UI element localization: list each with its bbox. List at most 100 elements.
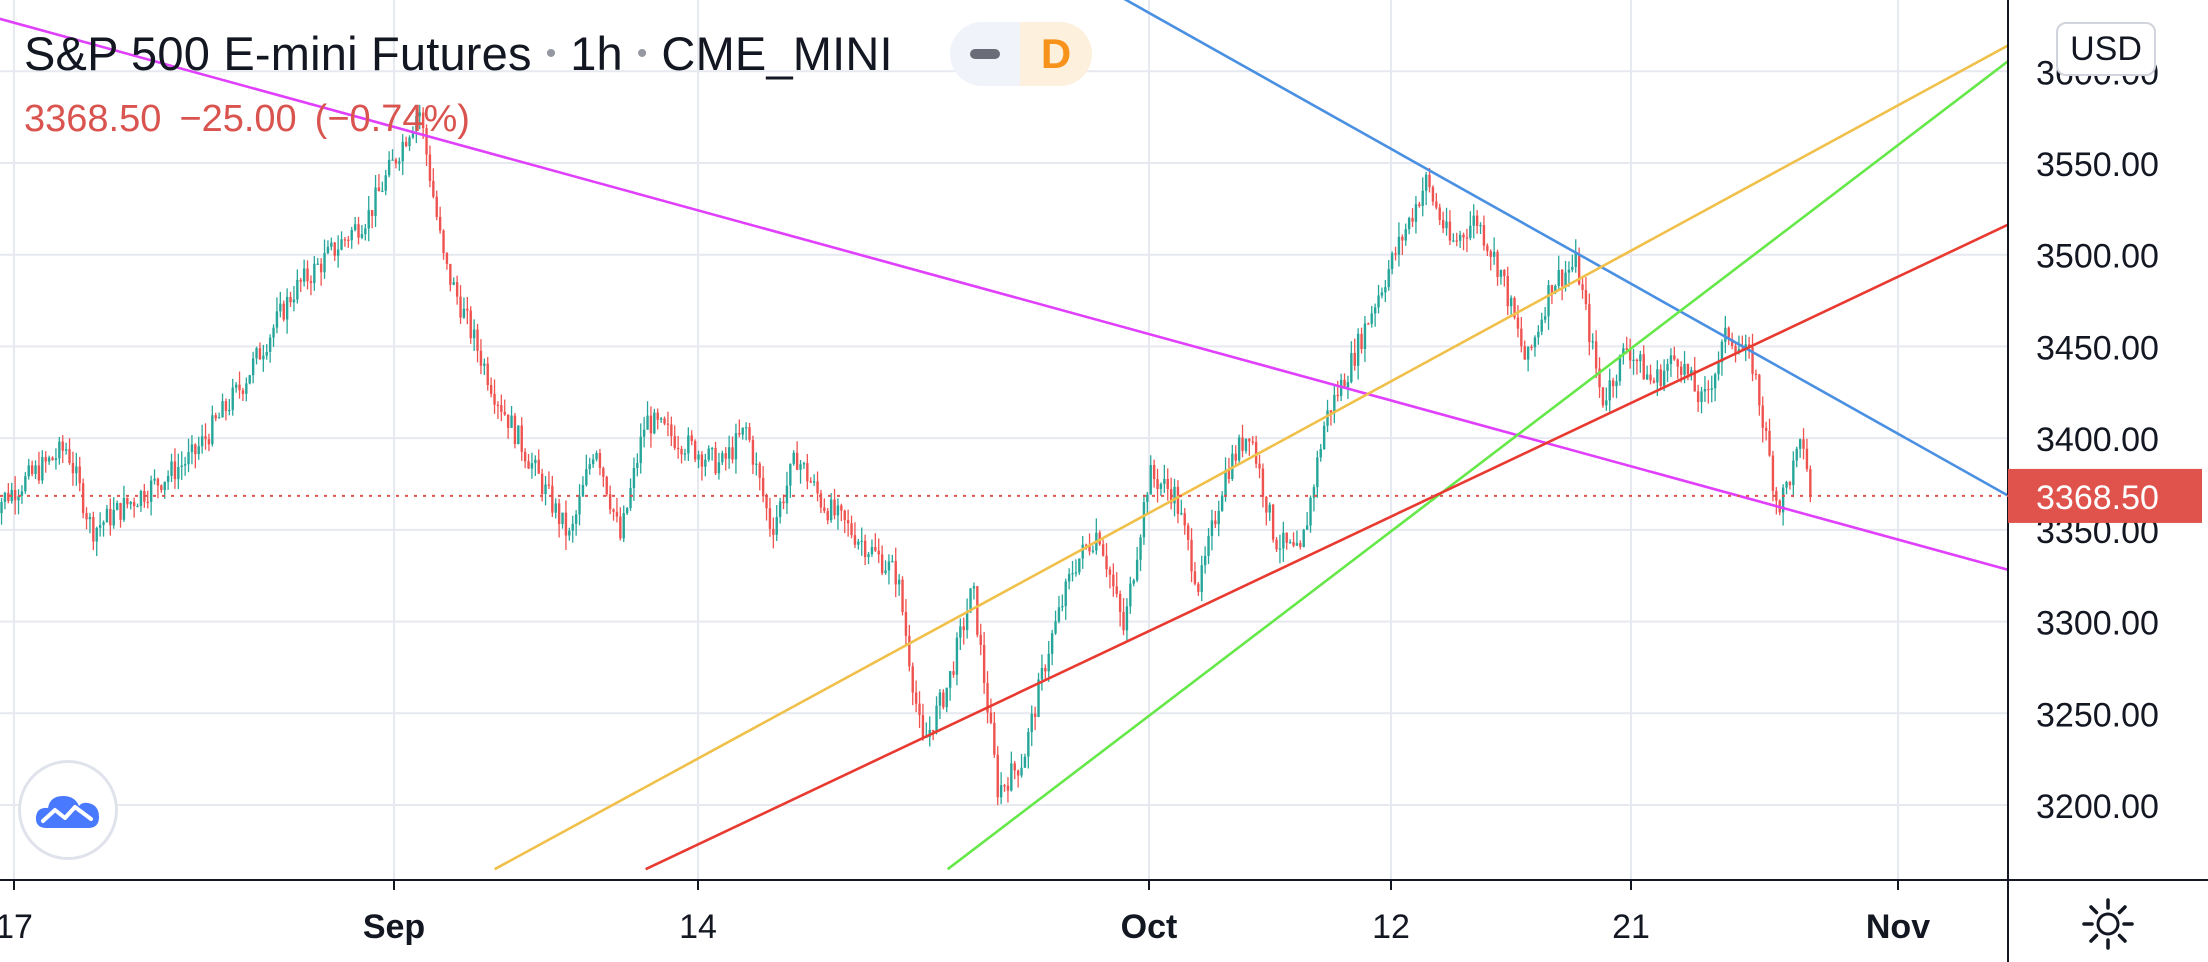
candle-body: [292, 299, 296, 303]
candle-body: [581, 484, 585, 497]
candle-body: [367, 210, 370, 229]
candle-body: [1703, 389, 1707, 392]
candle-body: [887, 561, 891, 571]
candle-body: [1438, 207, 1441, 220]
candle-body: [646, 415, 649, 430]
x-tick-label: 12: [1372, 908, 1410, 946]
candle-body: [1258, 463, 1261, 469]
candle-body: [666, 423, 670, 425]
candle-body: [636, 463, 639, 468]
candle-body: [37, 465, 41, 481]
candle-body: [1632, 359, 1635, 361]
candle-body: [306, 268, 309, 282]
candle-body: [918, 703, 921, 716]
candle-body: [1615, 381, 1618, 387]
candle-body: [268, 337, 272, 352]
candle-body: [608, 494, 612, 510]
candle-body: [1411, 217, 1414, 222]
time-axis-panel: [0, 880, 2208, 962]
candle-body: [945, 687, 948, 708]
candle-body: [1445, 221, 1448, 229]
candle-body: [1285, 532, 1288, 543]
symbol-header[interactable]: S&P 500 E-mini Futures • 1h • CME_MINI: [24, 26, 893, 81]
candle-body: [1156, 479, 1159, 489]
interval-label[interactable]: 1h: [570, 27, 623, 80]
candle-body: [177, 466, 180, 480]
candle-body: [649, 415, 653, 434]
candle-body: [690, 435, 693, 442]
settings-gear-icon[interactable]: [2080, 896, 2136, 952]
candle-body: [1173, 486, 1176, 504]
candle-body: [1377, 295, 1380, 308]
candle-body: [34, 465, 37, 474]
candle-body: [993, 722, 996, 755]
candle-body: [1574, 253, 1577, 267]
candle-body: [1421, 190, 1424, 207]
candle-body: [1656, 369, 1659, 383]
candle-body: [1295, 543, 1299, 546]
candle-body: [1180, 513, 1183, 515]
candle-body: [245, 383, 248, 394]
candle-body: [1666, 364, 1669, 371]
candle-body: [347, 239, 350, 241]
candle-body: [551, 485, 554, 513]
collapse-toggle[interactable]: [950, 22, 1020, 86]
candle-body: [721, 453, 724, 463]
candle-body: [741, 427, 744, 435]
candle-body: [1659, 369, 1662, 387]
candle-body: [364, 228, 367, 235]
candle-body: [95, 527, 98, 542]
candle-body: [1469, 225, 1472, 238]
delayed-data-badge[interactable]: D: [1020, 22, 1092, 86]
exchange-label: CME_MINI: [661, 27, 893, 80]
candle-body: [727, 447, 731, 459]
delay-status-pill[interactable]: D: [950, 22, 1092, 86]
candle-body: [880, 554, 884, 574]
candle-body: [1649, 374, 1652, 381]
candle-body: [1628, 349, 1632, 361]
candle-body: [1424, 174, 1428, 191]
candle-body: [1380, 292, 1384, 296]
candle-body: [792, 452, 795, 464]
candle-body: [1210, 520, 1214, 537]
candle-body: [768, 508, 772, 529]
candle-body: [530, 463, 534, 469]
candle-body: [1441, 219, 1445, 229]
candle-body: [1149, 464, 1152, 495]
currency-button[interactable]: USD: [2056, 22, 2156, 76]
candle-body: [659, 418, 663, 420]
candle-body: [438, 216, 442, 231]
candle-body: [853, 535, 857, 545]
candle-body: [1346, 382, 1350, 388]
candle-body: [891, 561, 894, 563]
candle-body: [653, 412, 656, 434]
candle-body: [1785, 482, 1788, 488]
tradingview-logo[interactable]: [18, 760, 118, 860]
candle-body: [1669, 355, 1673, 365]
candle-body: [190, 444, 194, 453]
candle-body: [336, 249, 340, 256]
candle-body: [472, 329, 476, 339]
candle-body: [1203, 555, 1207, 566]
y-tick-label: 3250.00: [2036, 696, 2159, 734]
candle-body: [1642, 354, 1645, 380]
candle-body: [30, 465, 34, 474]
candle-body: [343, 239, 347, 241]
candle-body: [357, 224, 360, 238]
candle-body: [1724, 327, 1727, 342]
candle-body: [683, 453, 687, 455]
candle-body: [1414, 204, 1418, 222]
candle-body: [24, 476, 27, 492]
candle-body: [908, 635, 911, 667]
candle-body: [1761, 405, 1764, 428]
candle-body: [1251, 441, 1254, 443]
candle-body: [816, 481, 819, 494]
candle-body: [1044, 667, 1047, 672]
candle-body: [612, 509, 615, 512]
candle-body: [275, 311, 279, 328]
candle-body: [1662, 370, 1666, 387]
candle-body: [289, 296, 292, 303]
candle-body: [1088, 545, 1091, 552]
